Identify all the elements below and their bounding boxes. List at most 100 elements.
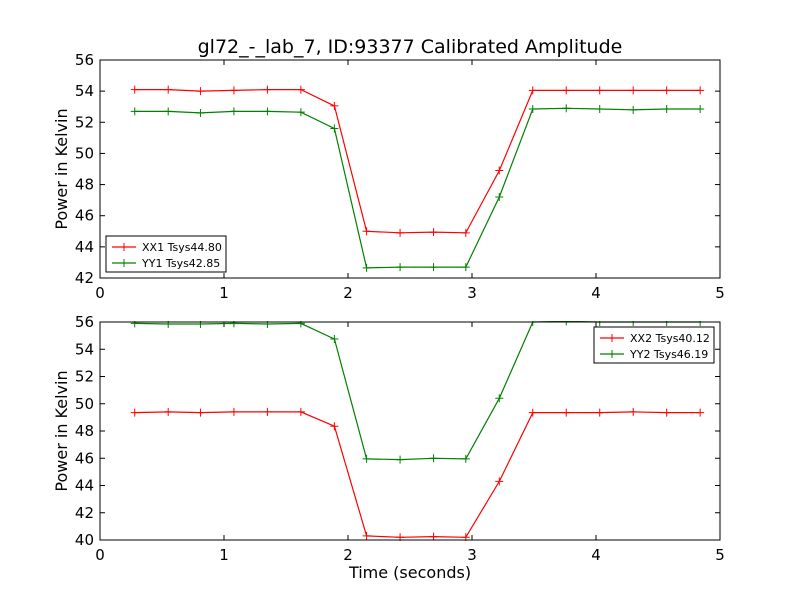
data-point bbox=[362, 227, 371, 236]
data-point bbox=[495, 193, 504, 202]
legend-marker bbox=[120, 259, 128, 267]
data-point bbox=[396, 455, 405, 464]
data-point bbox=[495, 394, 504, 403]
legend: XX2 Tsys40.12 YY2 Tsys46.19 bbox=[593, 326, 715, 364]
data-point bbox=[595, 86, 604, 95]
data-point bbox=[595, 408, 604, 417]
data-point bbox=[662, 86, 671, 95]
data-point bbox=[696, 105, 705, 114]
data-point bbox=[330, 101, 339, 110]
y-tick-label: 54 bbox=[75, 82, 94, 100]
data-point bbox=[495, 166, 504, 175]
data-point bbox=[429, 532, 438, 541]
data-point bbox=[429, 228, 438, 237]
y-tick-label: 56 bbox=[75, 51, 94, 69]
y-tick-label: 40 bbox=[75, 531, 94, 549]
data-point bbox=[164, 107, 173, 116]
data-point bbox=[196, 321, 205, 329]
data-point bbox=[595, 105, 604, 114]
data-point bbox=[528, 408, 537, 417]
data-point bbox=[164, 407, 173, 416]
data-point bbox=[330, 124, 339, 133]
data-point bbox=[196, 408, 205, 417]
legend-label: XX2 Tsys40.12 bbox=[630, 332, 710, 345]
data-point bbox=[362, 454, 371, 463]
x-tick-label: 0 bbox=[95, 284, 105, 302]
data-point bbox=[461, 228, 470, 237]
x-tick-label: 3 bbox=[467, 284, 477, 302]
data-point bbox=[130, 85, 139, 94]
legend-marker bbox=[120, 243, 128, 251]
x-tick-label: 4 bbox=[591, 284, 601, 302]
plot-frame bbox=[99, 321, 721, 541]
data-point bbox=[229, 321, 238, 328]
data-point bbox=[229, 107, 238, 116]
data-point bbox=[296, 407, 305, 416]
legend-box bbox=[593, 326, 715, 364]
plot-frame bbox=[99, 59, 721, 279]
data-point bbox=[130, 107, 139, 116]
data-point bbox=[562, 104, 571, 113]
y-tick-label: 44 bbox=[75, 238, 94, 256]
data-point bbox=[263, 407, 272, 416]
data-point bbox=[164, 321, 173, 329]
y-tick-label: 50 bbox=[75, 395, 94, 413]
data-point bbox=[296, 85, 305, 94]
data-point bbox=[263, 321, 272, 329]
series-line bbox=[134, 107, 701, 269]
data-point bbox=[196, 108, 205, 117]
x-axis-label: Time (seconds) bbox=[348, 563, 471, 582]
y-axis-label: Power in Kelvin bbox=[52, 370, 71, 491]
legend-marker bbox=[608, 350, 616, 358]
data-point bbox=[396, 228, 405, 237]
x-tick-label: 2 bbox=[343, 546, 353, 564]
y-tick-label: 50 bbox=[75, 144, 94, 162]
data-point bbox=[662, 408, 671, 417]
data-point bbox=[562, 408, 571, 417]
y-tick-label: 44 bbox=[75, 477, 94, 495]
legend-label: XX1 Tsys44.80 bbox=[142, 241, 222, 254]
data-point bbox=[562, 321, 571, 326]
data-point bbox=[263, 107, 272, 116]
x-tick-label: 2 bbox=[343, 284, 353, 302]
legend-label: YY2 Tsys46.19 bbox=[629, 348, 708, 361]
y-axis-label: Power in Kelvin bbox=[52, 108, 71, 229]
y-tick-label: 52 bbox=[75, 113, 94, 131]
data-point bbox=[330, 422, 339, 431]
x-tick-label: 5 bbox=[715, 284, 725, 302]
chart-panel-2: 0 1 2 3 4 5 40 42 44 46 48 50 52 54 56 Power in Kelvin T… bbox=[52, 313, 725, 582]
y-tick-label: 46 bbox=[75, 449, 94, 467]
data-point bbox=[396, 263, 405, 272]
data-point bbox=[629, 86, 638, 95]
series-line bbox=[134, 88, 701, 234]
data-point bbox=[164, 85, 173, 94]
chart-title: gl72_-_lab_7, ID:93377 Calibrated Amplit… bbox=[198, 36, 623, 58]
data-point bbox=[229, 407, 238, 416]
data-point bbox=[528, 105, 537, 114]
data-point bbox=[429, 454, 438, 463]
data-point bbox=[130, 408, 139, 417]
series-2 bbox=[130, 104, 705, 272]
x-tick-label: 5 bbox=[715, 546, 725, 564]
data-point bbox=[330, 335, 339, 344]
data-point bbox=[461, 454, 470, 463]
data-point bbox=[629, 407, 638, 416]
data-point bbox=[662, 105, 671, 114]
y-tick-label: 48 bbox=[75, 422, 94, 440]
data-point bbox=[528, 86, 537, 95]
data-point bbox=[263, 85, 272, 94]
x-tick-label: 1 bbox=[219, 546, 229, 564]
legend-label: YY1 Tsys42.85 bbox=[141, 257, 220, 270]
y-tick-label: 42 bbox=[75, 269, 94, 287]
x-tick-label: 3 bbox=[467, 546, 477, 564]
chart-panel-1: 0 1 2 3 4 5 42 44 46 48 50 52 54 56 Power in Kelvin XX1… bbox=[52, 51, 725, 302]
data-point bbox=[429, 263, 438, 272]
data-point bbox=[196, 87, 205, 96]
data-point bbox=[362, 263, 371, 272]
data-point bbox=[696, 86, 705, 95]
series-1 bbox=[130, 85, 705, 237]
y-tick-label: 52 bbox=[75, 368, 94, 386]
x-tick-label: 0 bbox=[95, 546, 105, 564]
data-point bbox=[495, 477, 504, 486]
